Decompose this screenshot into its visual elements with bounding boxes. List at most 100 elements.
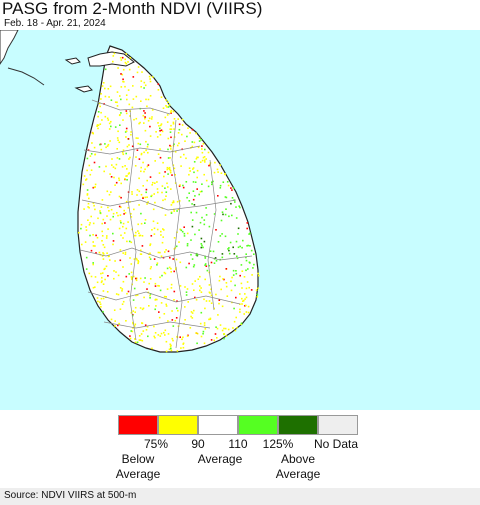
ndvi-pixel — [102, 218, 105, 221]
ndvi-pixel — [191, 283, 194, 285]
ndvi-pixel — [201, 190, 203, 193]
ndvi-pixel — [221, 211, 224, 213]
ndvi-pixel — [194, 195, 196, 197]
ndvi-pixel — [171, 174, 173, 176]
legend-tick-2: 110 — [228, 437, 248, 451]
ndvi-pixel — [110, 176, 113, 178]
ndvi-pixel — [80, 223, 83, 226]
ndvi-pixel — [149, 267, 152, 270]
ndvi-pixel — [167, 157, 170, 159]
ndvi-pixel — [194, 296, 196, 299]
ndvi-pixel — [256, 293, 259, 296]
ndvi-pixel — [146, 179, 148, 182]
ndvi-pixel — [170, 109, 173, 112]
ndvi-pixel — [131, 191, 133, 193]
ndvi-pixel — [139, 253, 142, 255]
ndvi-pixel — [111, 164, 113, 166]
ndvi-pixel — [144, 219, 147, 221]
ndvi-pixel — [174, 174, 176, 176]
ndvi-pixel — [162, 256, 165, 259]
ndvi-pixel — [164, 334, 166, 336]
ndvi-pixel — [164, 116, 167, 119]
ndvi-pixel — [171, 310, 173, 312]
ndvi-pixel — [126, 292, 128, 295]
ndvi-pixel — [170, 212, 173, 214]
ndvi-pixel — [136, 189, 139, 191]
ndvi-pixel — [185, 181, 188, 183]
ndvi-pixel — [191, 145, 194, 148]
ndvi-pixel — [181, 118, 184, 121]
ndvi-pixel — [149, 297, 151, 299]
ndvi-pixel — [122, 252, 124, 254]
ndvi-pixel — [117, 130, 119, 133]
ndvi-pixel — [125, 110, 128, 112]
ndvi-pixel — [140, 170, 142, 173]
ndvi-pixel — [123, 232, 126, 234]
ndvi-pixel — [160, 129, 163, 131]
ndvi-pixel — [181, 230, 184, 233]
ndvi-pixel — [143, 81, 146, 84]
ndvi-pixel — [159, 156, 162, 159]
ndvi-pixel — [127, 61, 129, 63]
ndvi-pixel — [153, 325, 155, 328]
jaffna-peninsula — [87, 51, 135, 67]
ndvi-pixel — [183, 232, 186, 235]
ndvi-pixel — [151, 194, 153, 197]
ndvi-pixel — [101, 85, 104, 87]
ndvi-pixel — [105, 237, 108, 239]
ndvi-pixel — [108, 128, 111, 130]
ndvi-pixel — [176, 350, 179, 352]
ndvi-pixel — [152, 181, 154, 184]
ndvi-pixel — [80, 227, 82, 230]
ndvi-pixel — [165, 191, 168, 193]
ndvi-pixel — [173, 237, 176, 239]
ndvi-pixel — [183, 322, 185, 325]
ndvi-pixel — [130, 312, 133, 314]
ndvi-pixel — [185, 294, 188, 296]
ndvi-pixel — [140, 193, 143, 196]
ndvi-pixel — [92, 286, 95, 289]
ndvi-pixel — [201, 216, 203, 219]
ndvi-pixel — [133, 325, 136, 327]
ndvi-pixel — [130, 216, 133, 218]
ndvi-pixel — [128, 240, 131, 243]
ndvi-pixel — [233, 307, 235, 310]
ndvi-pixel — [93, 161, 96, 164]
ndvi-pixel — [200, 311, 203, 314]
ndvi-pixel — [177, 118, 179, 120]
ndvi-pixel — [183, 235, 186, 237]
ndvi-pixel — [223, 333, 225, 335]
ndvi-pixel — [197, 146, 200, 149]
ndvi-pixel — [232, 187, 235, 189]
ndvi-pixel — [164, 329, 167, 332]
ndvi-pixel — [100, 148, 103, 151]
ndvi-pixel — [142, 161, 144, 164]
ndvi-pixel — [109, 259, 111, 261]
legend-swatch-5 — [318, 415, 358, 435]
ndvi-pixel — [154, 332, 157, 334]
ndvi-pixel — [142, 307, 145, 310]
ndvi-pixel — [205, 179, 208, 182]
ndvi-pixel — [215, 260, 218, 262]
ndvi-pixel — [119, 259, 122, 262]
ndvi-pixel — [218, 302, 220, 305]
ndvi-pixel — [125, 112, 128, 115]
ndvi-pixel — [201, 145, 203, 147]
ndvi-pixel — [133, 118, 135, 121]
ndvi-pixel — [107, 206, 109, 209]
ndvi-pixel — [170, 347, 172, 350]
ndvi-pixel — [128, 144, 130, 146]
ndvi-pixel — [163, 295, 166, 298]
ndvi-pixel — [204, 328, 207, 330]
ndvi-pixel — [96, 297, 99, 299]
ndvi-pixel — [156, 222, 159, 224]
legend-average-label: Average — [197, 452, 243, 466]
ndvi-pixel — [178, 241, 180, 243]
ndvi-pixel — [211, 181, 213, 183]
ndvi-pixel — [130, 271, 133, 274]
ndvi-pixel — [225, 208, 227, 210]
legend-swatch-4 — [278, 415, 318, 435]
ndvi-pixel — [142, 185, 144, 187]
ndvi-pixel — [85, 179, 87, 181]
ndvi-pixel — [152, 208, 155, 211]
